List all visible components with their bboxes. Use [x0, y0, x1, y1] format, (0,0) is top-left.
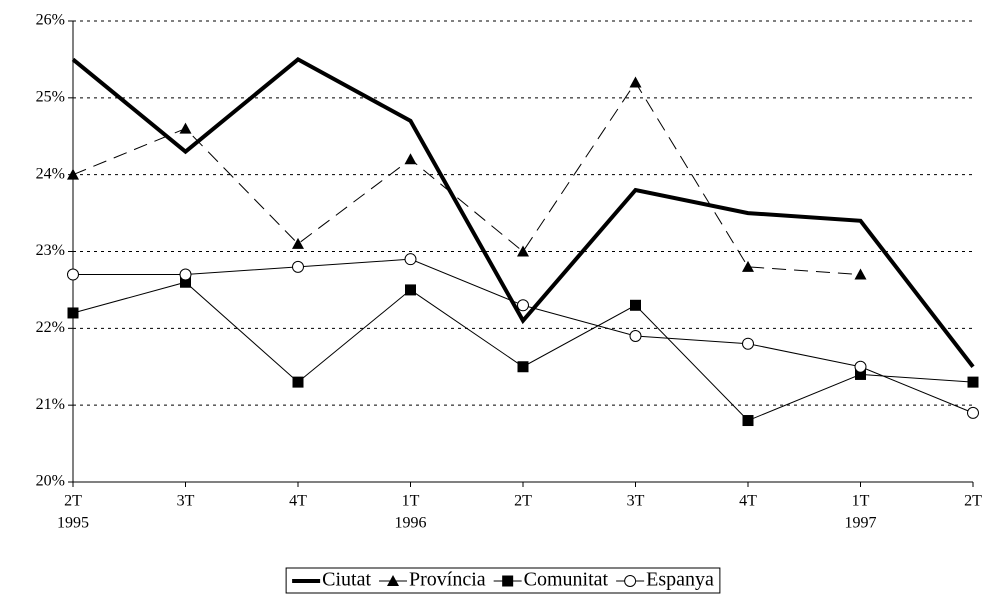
legend-label: Comunitat — [524, 569, 609, 591]
marker-triangle — [404, 153, 417, 165]
marker-triangle — [629, 76, 642, 88]
x-year-label: 1997 — [845, 515, 877, 532]
marker-circle — [517, 299, 529, 312]
marker-square — [517, 361, 529, 373]
x-year-label: 1995 — [57, 515, 89, 532]
x-tick-label: 2T — [514, 493, 532, 510]
marker-square — [292, 376, 304, 388]
legend: Ciutat Província Comunitat Espanya — [285, 567, 721, 594]
marker-triangle — [854, 268, 867, 280]
x-year-label: 1996 — [395, 515, 427, 532]
marker-triangle — [292, 237, 304, 249]
legend-item: Ciutat — [292, 569, 371, 591]
legend-label: Espanya — [646, 569, 714, 591]
marker-triangle — [742, 260, 754, 272]
y-tick-label: 20% — [36, 473, 65, 490]
marker-square — [742, 415, 754, 427]
marker-circle — [404, 253, 417, 266]
y-tick-label: 25% — [36, 89, 65, 106]
x-tick-label: 3T — [627, 493, 645, 510]
x-tick-label: 1T — [402, 493, 420, 510]
marker-circle — [854, 360, 867, 373]
legend-item: Espanya — [616, 569, 714, 591]
marker-circle — [67, 268, 79, 281]
marker-square — [405, 284, 416, 296]
series-line — [72, 81, 861, 276]
marker-square — [967, 376, 979, 388]
x-tick-label: 4T — [739, 493, 757, 510]
marker-triangle — [179, 122, 192, 134]
legend-label: Ciutat — [322, 569, 371, 591]
x-tick-label: 3T — [177, 493, 195, 510]
marker-square — [630, 299, 641, 311]
marker-circle — [624, 575, 637, 587]
y-tick-label: 24% — [36, 165, 65, 182]
x-tick-label: 4T — [289, 493, 307, 510]
marker-circle — [742, 337, 754, 350]
y-tick-label: 22% — [36, 319, 65, 336]
y-tick-label: 23% — [36, 242, 65, 259]
marker-triangle — [517, 245, 529, 257]
x-tick-label: 1T — [852, 493, 870, 510]
marker-square — [502, 575, 514, 587]
x-tick-label: 2T — [64, 493, 82, 510]
x-tick-label: 2T — [964, 493, 982, 510]
y-tick-label: 26% — [36, 12, 65, 29]
marker-circle — [629, 330, 642, 343]
marker-square — [180, 276, 191, 288]
series-line — [71, 57, 975, 368]
legend-item: Comunitat — [493, 569, 609, 591]
marker-circle — [967, 406, 979, 419]
marker-triangle — [387, 575, 400, 586]
marker-triangle — [67, 168, 79, 180]
marker-circle — [179, 268, 192, 281]
marker-square — [855, 368, 866, 380]
legend-item: Província — [379, 569, 486, 591]
legend-label: Província — [409, 569, 486, 591]
marker-circle — [292, 260, 304, 273]
marker-square — [67, 307, 79, 319]
y-tick-label: 21% — [36, 396, 65, 413]
series-line — [73, 258, 974, 414]
